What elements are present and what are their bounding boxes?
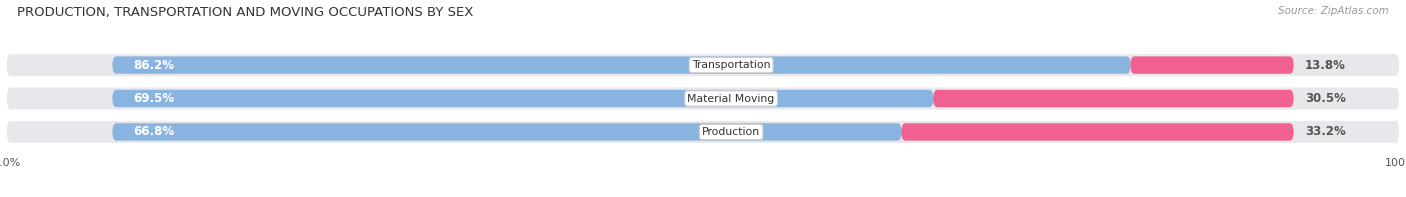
Text: 86.2%: 86.2%	[134, 59, 174, 72]
FancyBboxPatch shape	[6, 53, 1400, 77]
Text: Transportation: Transportation	[692, 60, 770, 70]
Text: Material Moving: Material Moving	[688, 94, 775, 103]
Text: 33.2%: 33.2%	[1305, 125, 1346, 138]
Text: Source: ZipAtlas.com: Source: ZipAtlas.com	[1278, 6, 1389, 16]
FancyBboxPatch shape	[112, 90, 934, 107]
FancyBboxPatch shape	[6, 86, 1400, 111]
FancyBboxPatch shape	[934, 90, 1294, 107]
Text: 66.8%: 66.8%	[134, 125, 174, 138]
Legend: Male, Female: Male, Female	[638, 194, 768, 197]
FancyBboxPatch shape	[1130, 56, 1294, 74]
Text: 30.5%: 30.5%	[1305, 92, 1346, 105]
Text: 13.8%: 13.8%	[1305, 59, 1346, 72]
Text: 69.5%: 69.5%	[134, 92, 174, 105]
FancyBboxPatch shape	[112, 56, 1130, 74]
Text: Production: Production	[702, 127, 761, 137]
FancyBboxPatch shape	[112, 123, 901, 141]
FancyBboxPatch shape	[901, 123, 1294, 141]
FancyBboxPatch shape	[6, 120, 1400, 144]
Text: PRODUCTION, TRANSPORTATION AND MOVING OCCUPATIONS BY SEX: PRODUCTION, TRANSPORTATION AND MOVING OC…	[17, 6, 474, 19]
